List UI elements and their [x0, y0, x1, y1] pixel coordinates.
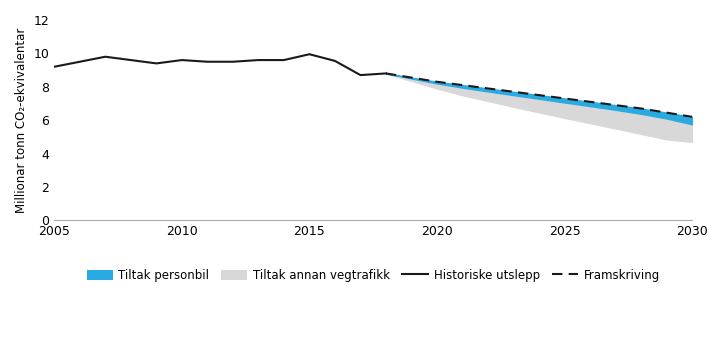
Y-axis label: Millionar tonn CO₂-ekvivalentar: Millionar tonn CO₂-ekvivalentar — [15, 28, 28, 213]
Legend: Tiltak personbil, Tiltak annan vegtrafikk, Historiske utslepp, Framskriving: Tiltak personbil, Tiltak annan vegtrafik… — [82, 264, 664, 286]
